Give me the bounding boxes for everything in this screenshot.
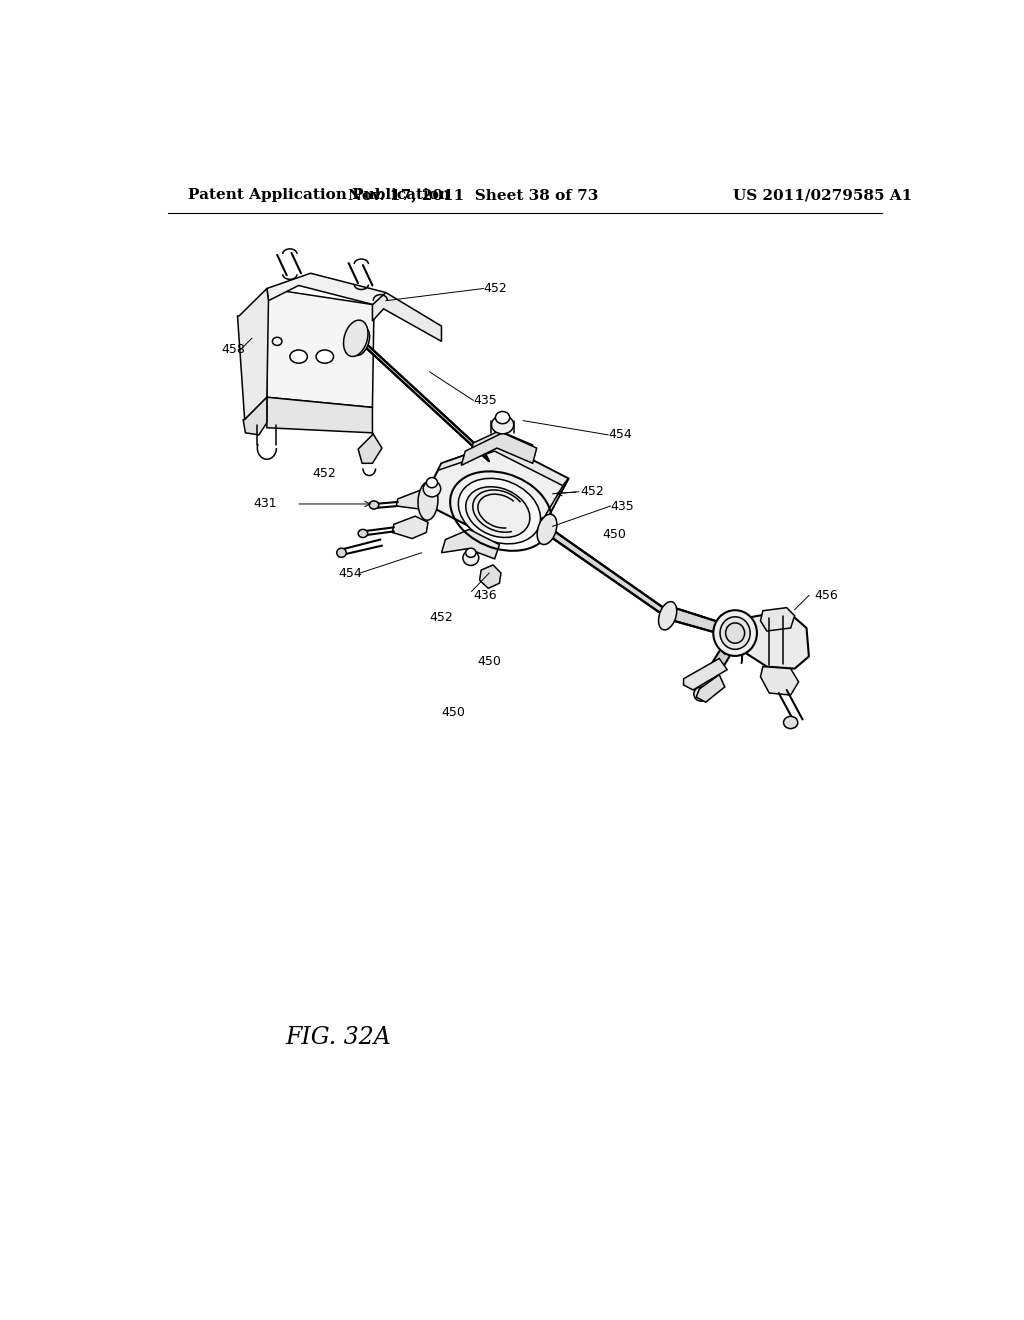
Ellipse shape [370,500,379,510]
Polygon shape [469,430,532,457]
Polygon shape [422,444,568,536]
Ellipse shape [694,686,709,701]
Ellipse shape [316,350,334,363]
Ellipse shape [714,610,757,656]
Text: 452: 452 [430,611,454,624]
Polygon shape [441,529,500,558]
Ellipse shape [496,412,510,424]
Text: 458: 458 [221,343,246,356]
Text: 454: 454 [338,566,362,579]
Text: 450: 450 [602,528,627,541]
Polygon shape [392,516,428,539]
Text: Patent Application Publication: Patent Application Publication [187,189,450,202]
Ellipse shape [492,416,514,434]
Ellipse shape [658,602,677,630]
Text: FIG. 32A: FIG. 32A [286,1026,391,1049]
Text: 452: 452 [483,282,507,294]
Text: 454: 454 [608,429,632,441]
Ellipse shape [343,321,368,356]
Polygon shape [358,433,382,463]
Text: 436: 436 [473,589,497,602]
Polygon shape [267,397,373,433]
Polygon shape [761,667,799,696]
Polygon shape [743,611,809,669]
Polygon shape [358,337,489,461]
Polygon shape [243,397,267,434]
Ellipse shape [466,487,529,537]
Polygon shape [741,618,748,664]
Text: 452: 452 [581,486,604,498]
Polygon shape [267,289,374,408]
Polygon shape [761,607,795,631]
Text: Nov. 17, 2011  Sheet 38 of 73: Nov. 17, 2011 Sheet 38 of 73 [348,189,598,202]
Text: 450: 450 [477,655,501,668]
Polygon shape [437,444,568,486]
Polygon shape [461,433,537,466]
Text: 456: 456 [814,589,839,602]
Ellipse shape [538,515,557,545]
Polygon shape [545,524,672,620]
Ellipse shape [290,350,307,363]
Ellipse shape [351,327,370,355]
Polygon shape [668,606,739,639]
Polygon shape [696,675,725,702]
Ellipse shape [418,482,438,520]
Text: US 2011/0279585 A1: US 2011/0279585 A1 [733,189,912,202]
Ellipse shape [783,717,798,729]
Ellipse shape [459,478,541,544]
Polygon shape [684,659,727,690]
Text: 450: 450 [441,706,465,719]
Ellipse shape [358,529,368,537]
Text: 452: 452 [312,467,336,480]
Text: 431: 431 [253,498,278,511]
Text: 435: 435 [610,499,634,512]
Ellipse shape [463,550,479,565]
Polygon shape [719,626,735,655]
Polygon shape [373,293,441,342]
Ellipse shape [426,478,437,487]
Polygon shape [396,490,432,510]
Ellipse shape [337,548,346,557]
Ellipse shape [726,623,744,643]
Ellipse shape [423,480,440,496]
Polygon shape [267,273,386,305]
Polygon shape [479,565,501,589]
Ellipse shape [466,548,476,557]
Polygon shape [238,289,268,420]
Polygon shape [541,479,568,523]
Ellipse shape [720,616,751,649]
Text: 435: 435 [473,393,497,407]
Ellipse shape [272,338,282,346]
